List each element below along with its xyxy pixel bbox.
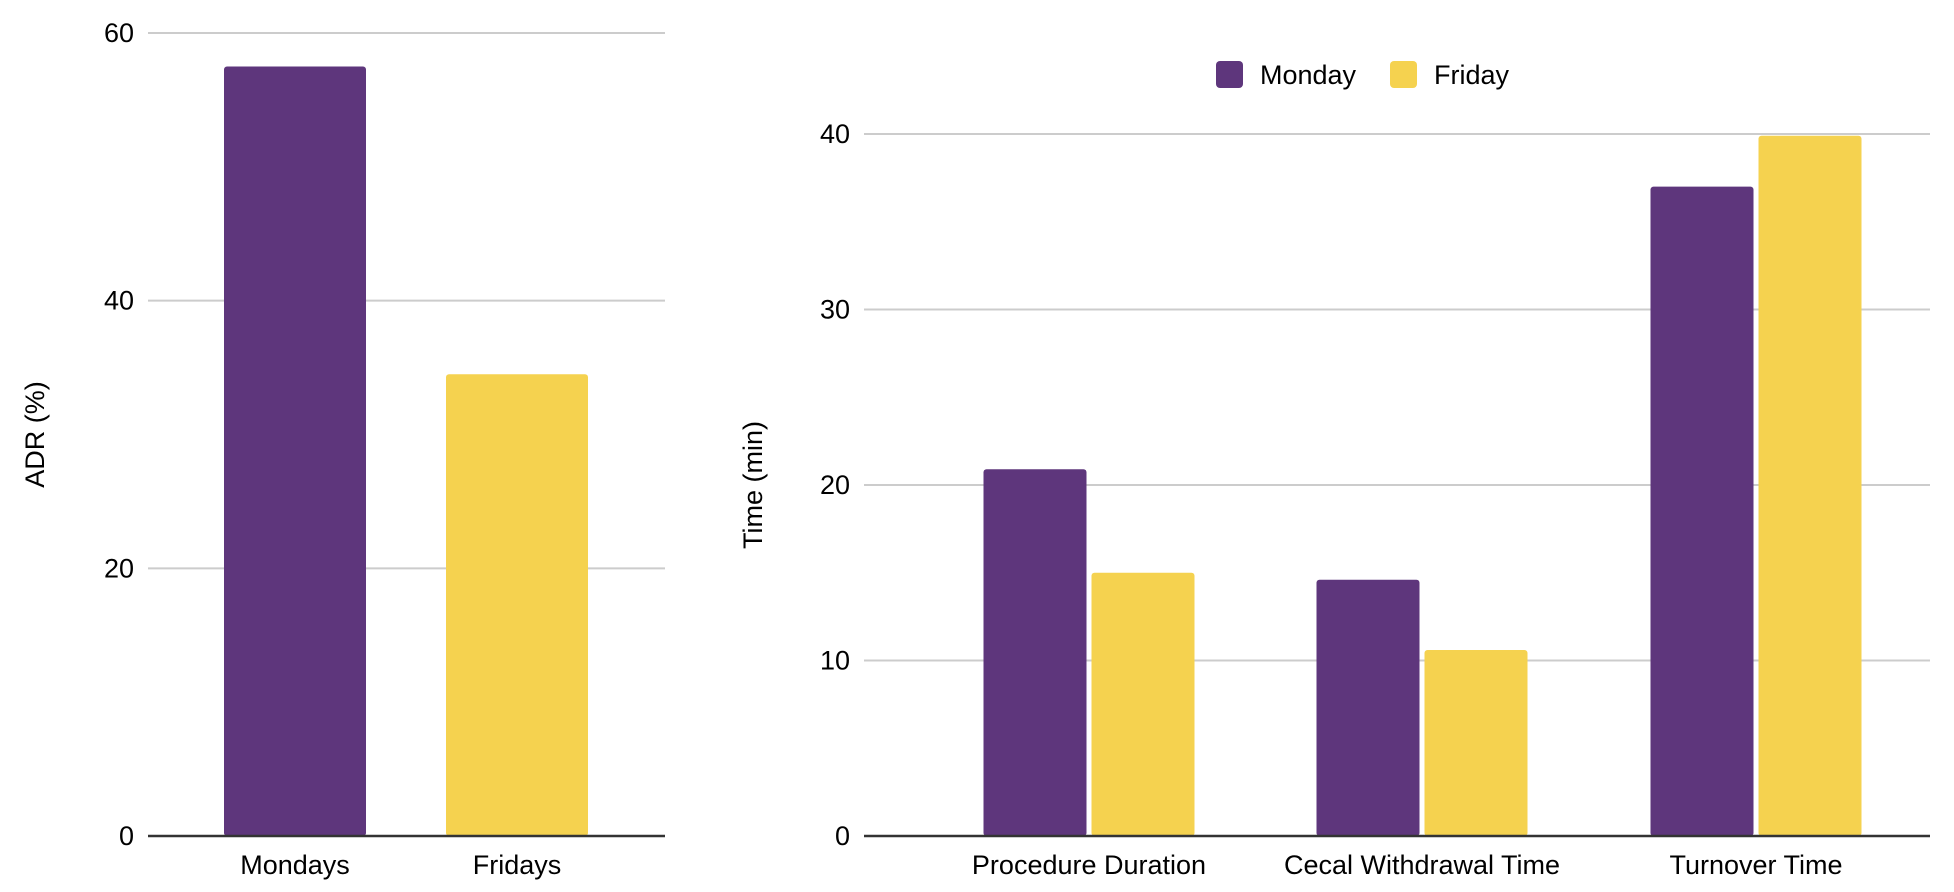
y-tick-label: 0	[835, 821, 850, 851]
y-tick-label: 40	[820, 119, 850, 149]
bar-fridays	[446, 374, 588, 836]
x-tick-label: Procedure Duration	[972, 850, 1206, 880]
x-tick-label: Fridays	[473, 850, 562, 880]
legend-label: Monday	[1260, 60, 1357, 90]
legend-label: Friday	[1434, 60, 1510, 90]
bar-monday-1	[1316, 579, 1420, 836]
adr-bar-chart: 0 20 40 60 Mondays Fridays ADR (%)	[20, 18, 665, 880]
legend-swatch	[1390, 61, 1417, 88]
y-tick-label: 30	[820, 295, 850, 325]
y-tick-label: 20	[104, 553, 134, 583]
y-tick-label: 60	[104, 18, 134, 48]
x-tick-label: Cecal Withdrawal Time	[1284, 850, 1560, 880]
bar-monday-2	[1650, 186, 1754, 836]
bar-friday-2	[1758, 135, 1862, 836]
y-tick-label: 10	[820, 646, 850, 676]
bar-friday-1	[1424, 649, 1528, 836]
x-tick-label: Mondays	[240, 850, 350, 880]
legend-swatch	[1216, 61, 1243, 88]
time-grouped-bar-chart: 0 10 20 30 40 Procedure Duration Cecal Withdra…	[738, 60, 1930, 880]
y-axis-title: Time (min)	[738, 421, 768, 549]
y-tick-label: 0	[119, 821, 134, 851]
bar-monday-0	[983, 469, 1087, 836]
bar-mondays	[224, 66, 366, 837]
y-tick-label: 40	[104, 286, 134, 316]
bar-friday-0	[1091, 572, 1195, 836]
x-tick-label: Turnover Time	[1669, 850, 1842, 880]
y-tick-label: 20	[820, 470, 850, 500]
y-axis-title: ADR (%)	[20, 381, 50, 488]
